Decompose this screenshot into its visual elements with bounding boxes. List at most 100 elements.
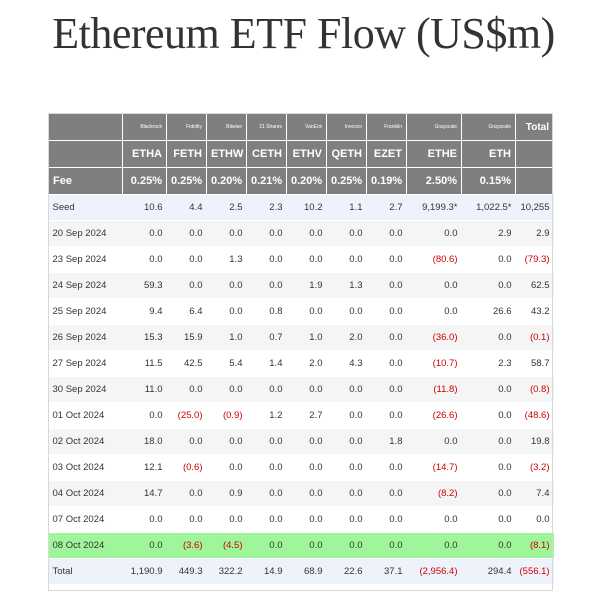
flow-cell: 1.0 (206, 324, 247, 351)
flow-cell: 0.0 (166, 480, 207, 507)
flow-cell: 0.0 (246, 532, 287, 559)
row-total-cell: 2.9 (515, 220, 554, 247)
flow-cell: 9.4 (122, 298, 167, 325)
flow-cell: 0.0 (406, 298, 462, 325)
issuer-header: VanEck (286, 113, 327, 141)
fee-value: 0.19% (366, 167, 407, 195)
row-label: 07 Oct 2024 (48, 506, 123, 533)
row-label: 08 Oct 2024 (48, 532, 123, 559)
flow-cell: 0.0 (286, 532, 327, 559)
flow-cell: 0.0 (246, 480, 287, 507)
table-row: 01 Oct 2024 0.0 (25.0) (0.9) 1.2 2.7 0.0 0.0 (26… (48, 402, 554, 429)
header-blank (515, 167, 554, 195)
ticker-header: FETH (166, 140, 207, 168)
ticker-header-row: ETHA FETH ETHW CETH ETHV QETH EZET ETHE … (48, 140, 554, 168)
flow-cell: (10.7) (406, 350, 462, 377)
table-row: 08 Oct 2024 0.0 (3.6) (4.5) 0.0 0.0 0.0 0.0 0.0 0… (48, 532, 554, 559)
row-label: 27 Sep 2024 (48, 350, 123, 377)
row-label: 25 Sep 2024 (48, 298, 123, 325)
flow-cell: 2.7 (366, 194, 407, 221)
table-row: 25 Sep 2024 9.4 6.4 0.0 0.8 0.0 0.0 0.0 0.0 26.6 4… (48, 298, 554, 325)
fee-value: 0.15% (461, 167, 516, 195)
row-total-cell: 19.8 (515, 428, 554, 455)
flow-cell: 0.0 (406, 506, 462, 533)
flow-cell: 0.0 (461, 376, 516, 403)
row-total-cell: (3.2) (515, 454, 554, 481)
flow-cell: 0.0 (326, 506, 367, 533)
header-corner (48, 113, 123, 141)
flow-cell: 0.0 (166, 428, 207, 455)
table-row: 20 Sep 2024 0.0 0.0 0.0 0.0 0.0 0.0 0.0 0.0 2.9 2.… (48, 220, 554, 247)
table-row: 26 Sep 2024 15.3 15.9 1.0 0.7 1.0 2.0 0.0 (36.0)… (48, 324, 554, 351)
flow-cell: 22.6 (326, 558, 367, 585)
row-total-cell: (79.3) (515, 246, 554, 273)
row-label: 26 Sep 2024 (48, 324, 123, 351)
header-blank (515, 140, 554, 168)
flow-cell: 4.3 (326, 350, 367, 377)
flow-cell: 0.0 (366, 506, 407, 533)
flow-cell: 0.0 (286, 454, 327, 481)
ticker-header: ETHA (122, 140, 167, 168)
flow-cell: 0.0 (286, 428, 327, 455)
flow-cell: 0.0 (206, 298, 247, 325)
flow-cell: 0.0 (166, 376, 207, 403)
flow-cell: 0.0 (246, 246, 287, 273)
flow-cell: (14.7) (406, 454, 462, 481)
table-row: 04 Oct 2024 14.7 0.0 0.9 0.0 0.0 0.0 0.0 (8.2) 0.… (48, 480, 554, 507)
flow-cell: 1.1 (326, 194, 367, 221)
total-row: Total 1,190.9 449.3 322.2 14.9 68.9 22.6 37.1 (2… (48, 558, 554, 585)
flow-cell: 1.3 (326, 272, 367, 299)
flow-cell: 0.0 (122, 246, 167, 273)
flow-cell: 0.0 (286, 480, 327, 507)
issuer-header: Blackrock (122, 113, 167, 141)
row-label: 30 Sep 2024 (48, 376, 123, 403)
flow-cell: (80.6) (406, 246, 462, 273)
row-label: 20 Sep 2024 (48, 220, 123, 247)
table-row: 02 Oct 2024 18.0 0.0 0.0 0.0 0.0 0.0 1.8 0.0 0.0 1… (48, 428, 554, 455)
table-row: 03 Oct 2024 12.1 (0.6) 0.0 0.0 0.0 0.0 0.0 (14.7… (48, 454, 554, 481)
flow-cell: 0.0 (326, 532, 367, 559)
fee-value: 0.25% (166, 167, 207, 195)
flow-cell: 0.0 (461, 454, 516, 481)
flow-cell: 59.3 (122, 272, 167, 299)
flow-cell: 0.0 (286, 376, 327, 403)
flow-cell: 2.9 (461, 220, 516, 247)
issuer-header: 21 Shares (246, 113, 287, 141)
flow-cell: 6.4 (166, 298, 207, 325)
flow-cell: 0.0 (206, 506, 247, 533)
flow-cell: 1.3 (206, 246, 247, 273)
ticker-header: ETHE (406, 140, 462, 168)
table-row: 24 Sep 2024 59.3 0.0 0.0 0.0 1.9 1.3 0.0 0.0 0.0 6… (48, 272, 554, 299)
flow-cell: 322.2 (206, 558, 247, 585)
flow-cell: 0.0 (246, 506, 287, 533)
flow-cell: 15.9 (166, 324, 207, 351)
row-total-cell: (0.8) (515, 376, 554, 403)
issuer-header-row: Blackrock Fidelity Bitwise 21 Shares Van… (48, 113, 554, 141)
flow-cell: (11.8) (406, 376, 462, 403)
flow-cell: (26.6) (406, 402, 462, 429)
flow-cell: (3.6) (166, 532, 207, 559)
flow-cell: 0.0 (326, 298, 367, 325)
flow-cell: 0.0 (366, 454, 407, 481)
ticker-header: QETH (326, 140, 367, 168)
flow-cell: 0.8 (246, 298, 287, 325)
etf-flow-table: Blackrock Fidelity Bitwise 21 Shares Van… (48, 113, 554, 585)
flow-cell: 0.0 (461, 480, 516, 507)
issuer-header: Bitwise (206, 113, 247, 141)
flow-cell: 0.0 (246, 220, 287, 247)
flow-cell: 294.4 (461, 558, 516, 585)
fee-value: 2.50% (406, 167, 462, 195)
flow-cell: 0.0 (166, 506, 207, 533)
ticker-header: ETHW (206, 140, 247, 168)
flow-cell: 0.0 (366, 220, 407, 247)
flow-cell: 12.1 (122, 454, 167, 481)
flow-cell: 0.0 (206, 220, 247, 247)
flow-cell: 11.0 (122, 376, 167, 403)
total-header: Total (515, 113, 554, 141)
row-total-cell: 0.0 (515, 506, 554, 533)
row-total-cell: (556.1) (515, 558, 554, 585)
row-total-cell: 58.7 (515, 350, 554, 377)
flow-cell: (25.0) (166, 402, 207, 429)
flow-cell: 0.0 (166, 220, 207, 247)
flow-cell: 0.0 (406, 428, 462, 455)
